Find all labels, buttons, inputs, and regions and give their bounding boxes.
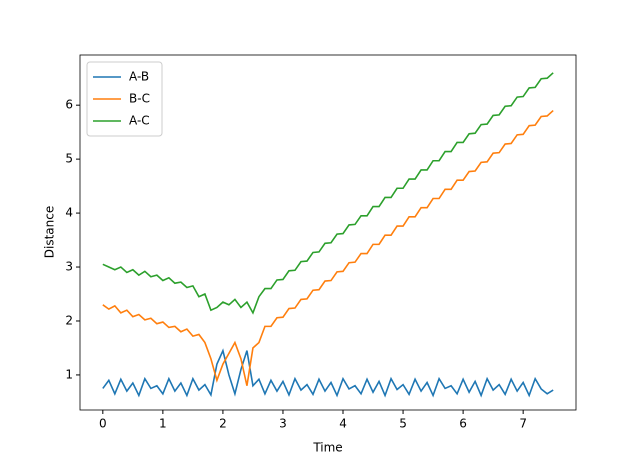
legend-box — [86, 61, 163, 137]
y-tick-label: 4 — [65, 206, 73, 220]
y-tick-label: 2 — [65, 313, 73, 327]
legend-label: A-B — [129, 70, 149, 84]
y-axis-label: Distance — [43, 206, 57, 258]
y-tick-label: 3 — [65, 260, 73, 274]
x-tick-label: 0 — [99, 417, 107, 431]
x-axis-label: Time — [312, 441, 342, 455]
line-series — [102, 348, 554, 398]
line-series — [102, 109, 554, 386]
x-tick-label: 2 — [219, 417, 227, 431]
x-tick-label: 1 — [159, 417, 167, 431]
y-tick-label: 5 — [65, 152, 73, 166]
line-series — [102, 72, 554, 315]
y-tick-label: 1 — [65, 367, 73, 381]
x-tick-label: 4 — [339, 417, 347, 431]
legend-label: A-C — [129, 114, 150, 128]
plot-frame — [79, 54, 577, 411]
x-tick-label: 3 — [279, 417, 287, 431]
legend-label: B-C — [129, 92, 150, 106]
x-tick-label: 6 — [459, 417, 467, 431]
x-tick-label: 5 — [399, 417, 407, 431]
y-tick-label: 6 — [65, 98, 73, 112]
x-tick-label: 7 — [519, 417, 527, 431]
